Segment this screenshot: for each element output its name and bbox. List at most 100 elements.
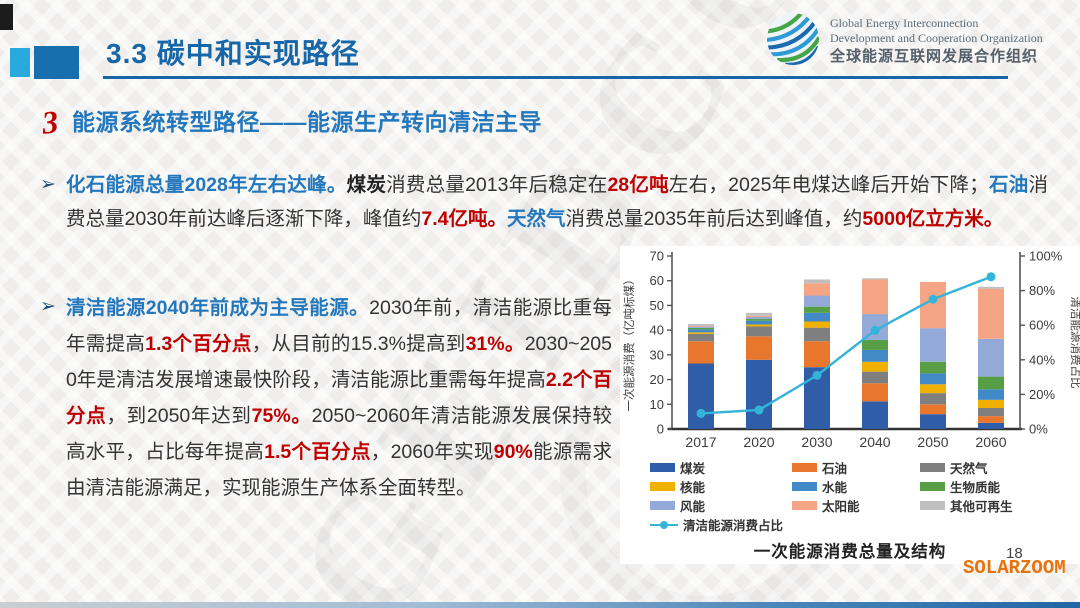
text-segment-blue: 天然气 xyxy=(507,208,566,230)
legend-item-石油: 石油 xyxy=(792,460,920,476)
bar-segment-水能 xyxy=(862,349,888,362)
bar-segment-石油 xyxy=(688,341,714,364)
bar-segment-风能 xyxy=(746,317,772,320)
legend-label: 煤炭 xyxy=(680,462,706,476)
svg-text:2040: 2040 xyxy=(859,434,890,450)
corner-notch xyxy=(0,4,13,30)
text-segment-plain: ，2060年实现 xyxy=(370,441,494,463)
text-segment-plain: ，到2050年达到 xyxy=(106,405,252,427)
bar-segment-水能 xyxy=(746,320,772,325)
line-marker xyxy=(754,405,764,415)
bar-segment-核能 xyxy=(804,321,830,328)
text-segment-red: 1.5个百分点 xyxy=(264,441,371,463)
bar-segment-风能 xyxy=(920,328,946,362)
legend-swatch xyxy=(650,482,675,491)
legend-swatch xyxy=(650,463,675,472)
svg-text:清洁能源消费占比: 清洁能源消费占比 xyxy=(1069,297,1080,389)
svg-text:60%: 60% xyxy=(1029,318,1055,333)
legend-swatch xyxy=(792,501,817,510)
bar-segment-生物质能 xyxy=(746,319,772,321)
svg-text:2050: 2050 xyxy=(917,434,948,450)
solarzoom-watermark: SOLARZOOM xyxy=(963,557,1066,579)
legend-label: 太阳能 xyxy=(822,500,860,514)
svg-text:20%: 20% xyxy=(1029,387,1055,402)
svg-text:40%: 40% xyxy=(1029,352,1055,367)
legend-label: 清洁能源消费占比 xyxy=(683,519,784,533)
svg-text:100%: 100% xyxy=(1029,249,1063,264)
bar-segment-石油 xyxy=(920,404,946,415)
chart-plot: 0102030405060700%20%40%60%80%100%一次能源消费（… xyxy=(622,249,1080,451)
section-number: 3 xyxy=(40,103,60,141)
text-segment-plain: 2030~2050年是清洁发展增速最快阶段，清洁能源比重需每年提高 xyxy=(66,333,612,391)
bullet-1-text: 化石能源总量2028年左右达峰。煤炭消费总量2013年后稳定在28亿吨左右，20… xyxy=(66,168,1048,236)
legend-swatch xyxy=(920,463,945,472)
legend-item-天然气: 天然气 xyxy=(920,460,1074,476)
svg-text:40: 40 xyxy=(650,323,664,338)
text-segment-plain: 能源需求由清洁能源满足，实现能源生产体系全面转型。 xyxy=(66,441,612,499)
svg-text:60: 60 xyxy=(650,273,664,288)
svg-text:2030: 2030 xyxy=(801,434,832,450)
bullet-2-text: 清洁能源2040年前成为主导能源。2030年前，清洁能源比重每年需提高1.3个百… xyxy=(66,290,612,506)
legend-item-生物质能: 生物质能 xyxy=(920,479,1074,495)
page-title: 3.3 碳中和实现路径 xyxy=(106,38,360,69)
section-heading-row: 3 能源系统转型路径——能源生产转向清洁主导 xyxy=(40,103,542,141)
svg-text:一次能源消费（亿吨标煤）: 一次能源消费（亿吨标煤） xyxy=(622,274,636,412)
clean-energy-share-line xyxy=(700,275,992,415)
legend-item-清洁能源消费占比: 清洁能源消费占比 xyxy=(650,517,1074,533)
bar-segment-太阳能 xyxy=(746,315,772,318)
bar-segment-石油 xyxy=(746,336,772,360)
text-segment-red: 7.4亿吨。 xyxy=(421,208,507,230)
text-segment-plain: 2050~2060年清洁能源发展保持较高水平，占比每年提高 xyxy=(66,405,612,463)
line-marker xyxy=(812,370,822,380)
text-segment-red: 2.2个百分点 xyxy=(66,369,612,427)
text-segment-plain: 2030年前，清洁能源比重每年需提高 xyxy=(66,297,612,355)
bar-segment-生物质能 xyxy=(688,327,714,330)
bar-segment-核能 xyxy=(862,361,888,372)
svg-text:80%: 80% xyxy=(1029,283,1055,298)
bar-segment-其他可再生 xyxy=(804,279,830,284)
bar-segment-天然气 xyxy=(862,371,888,384)
bar-segment-太阳能 xyxy=(862,279,888,315)
bar-segment-水能 xyxy=(688,329,714,333)
bar-segment-石油 xyxy=(978,416,1004,423)
bar-segment-太阳能 xyxy=(688,325,714,327)
legend-swatch xyxy=(920,482,945,491)
text-segment-plain: 消费总量2013年后稳定在 xyxy=(386,174,608,196)
bar-segment-生物质能 xyxy=(978,376,1004,390)
logo-text-en-line2: Development and Cooperation Organization xyxy=(830,31,1043,46)
bar-segment-天然气 xyxy=(746,326,772,337)
bar-segment-太阳能 xyxy=(978,288,1004,339)
chart-legend: 煤炭 石油 天然气 核能 水能 生物质能 风能 太阳能 其他可再生 清洁能源消费占比 xyxy=(650,460,1074,533)
legend-label: 生物质能 xyxy=(950,481,1001,495)
page-number: 18 xyxy=(1006,545,1023,562)
bar-segment-生物质能 xyxy=(804,306,830,313)
chart-caption: 一次能源消费总量及结构 xyxy=(753,543,947,561)
bar-segment-其他可再生 xyxy=(688,323,714,326)
text-segment-plain: 左右，2025年电煤达峰后开始下降； xyxy=(668,174,989,196)
bar-segment-煤炭 xyxy=(978,422,1004,429)
text-segment-red: 31%。 xyxy=(465,333,525,355)
text-segment-plain: 消费总量2030年前达峰后逐渐下降，峰值约 xyxy=(66,174,1048,230)
bar-segment-水能 xyxy=(804,312,830,322)
legend-item-水能: 水能 xyxy=(792,479,920,495)
text-segment-red: 1.3个百分点 xyxy=(145,333,252,355)
legend-line-swatch xyxy=(650,520,678,530)
section-heading: 能源系统转型路径——能源生产转向清洁主导 xyxy=(72,109,542,135)
bar-segment-煤炭 xyxy=(688,363,714,429)
bar-segment-天然气 xyxy=(688,333,714,342)
legend-item-风能: 风能 xyxy=(650,498,792,514)
bar-segment-煤炭 xyxy=(746,359,772,429)
bar-segment-天然气 xyxy=(978,407,1004,417)
legend-label: 天然气 xyxy=(950,462,988,476)
bar-segment-风能 xyxy=(804,295,830,307)
legend-swatch xyxy=(792,463,817,472)
bullet-arrow-icon: ➢ xyxy=(40,296,56,317)
bar-segment-生物质能 xyxy=(862,340,888,350)
svg-text:2017: 2017 xyxy=(685,434,716,450)
bar-segment-核能 xyxy=(688,332,714,334)
legend-item-核能: 核能 xyxy=(650,479,792,495)
title-accent-square-blue xyxy=(34,46,79,79)
bar-segment-核能 xyxy=(920,384,946,394)
bar-segment-天然气 xyxy=(804,327,830,342)
